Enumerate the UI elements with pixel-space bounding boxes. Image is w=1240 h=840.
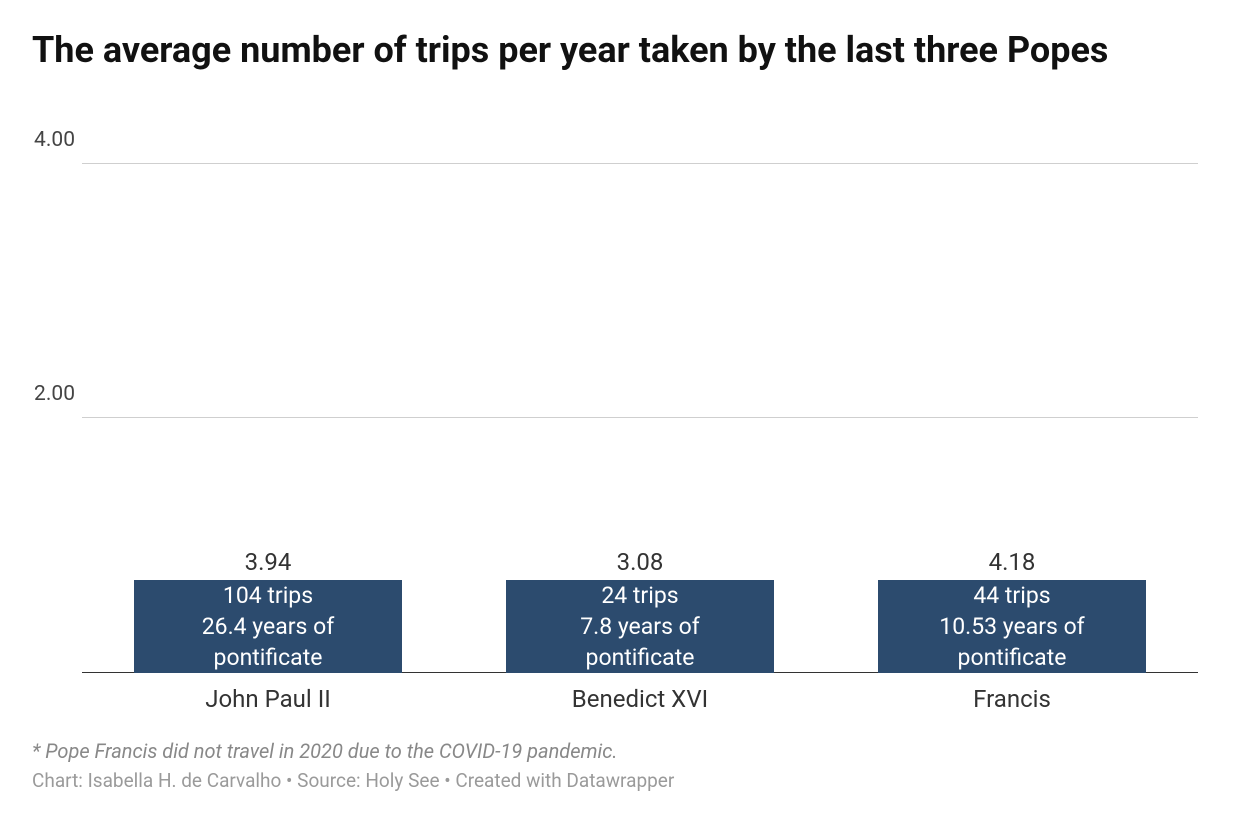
bar-inner-0-line1: 104 trips <box>202 580 334 611</box>
bar-john-paul-ii: 3.94 104 trips 26.4 years of pontificate <box>134 580 402 673</box>
bar-inner-2-line2: 10.53 years of <box>939 611 1084 642</box>
x-axis-labels: John Paul II Benedict XVI Francis <box>82 685 1198 713</box>
bar-inner-2-line1: 44 trips <box>939 580 1084 611</box>
bar-slot-2: 4.18 44 trips 10.53 years of pontificate <box>826 580 1198 673</box>
bar-inner-1-line2: 7.8 years of <box>580 611 700 642</box>
bar-slot-0: 3.94 104 trips 26.4 years of pontificate <box>82 580 454 673</box>
ytick-0: 2.00 <box>27 382 75 406</box>
bar-inner-2: 44 trips 10.53 years of pontificate <box>929 580 1094 673</box>
bars-container: 3.94 104 trips 26.4 years of pontificate… <box>82 113 1198 673</box>
chart-area: 2.00 4.00 3.94 104 trips 26.4 years of p… <box>82 113 1198 673</box>
xlabel-0: John Paul II <box>82 685 454 713</box>
credit-line: Chart: Isabella H. de Carvalho • Source:… <box>32 769 1208 792</box>
bar-inner-1: 24 trips 7.8 years of pontificate <box>570 580 710 673</box>
bar-inner-0-line3: pontificate <box>202 642 334 673</box>
bar-value-2: 4.18 <box>878 548 1146 576</box>
bar-slot-1: 3.08 24 trips 7.8 years of pontificate <box>454 580 826 673</box>
bar-inner-1-line1: 24 trips <box>580 580 700 611</box>
xlabel-1: Benedict XVI <box>454 685 826 713</box>
bar-benedict-xvi: 3.08 24 trips 7.8 years of pontificate <box>506 580 774 673</box>
bar-inner-2-line3: pontificate <box>939 642 1084 673</box>
chart-title: The average number of trips per year tak… <box>32 28 1208 73</box>
plot-area: 2.00 4.00 3.94 104 trips 26.4 years of p… <box>82 113 1198 673</box>
bar-inner-0-line2: 26.4 years of <box>202 611 334 642</box>
bar-inner-1-line3: pontificate <box>580 642 700 673</box>
xlabel-2: Francis <box>826 685 1198 713</box>
ytick-1: 4.00 <box>27 128 75 152</box>
bar-value-0: 3.94 <box>134 548 402 576</box>
bar-value-1: 3.08 <box>506 548 774 576</box>
bar-francis: 4.18 44 trips 10.53 years of pontificate <box>878 580 1146 673</box>
footnote: * Pope Francis did not travel in 2020 du… <box>32 739 1208 763</box>
bar-inner-0: 104 trips 26.4 years of pontificate <box>192 580 344 673</box>
